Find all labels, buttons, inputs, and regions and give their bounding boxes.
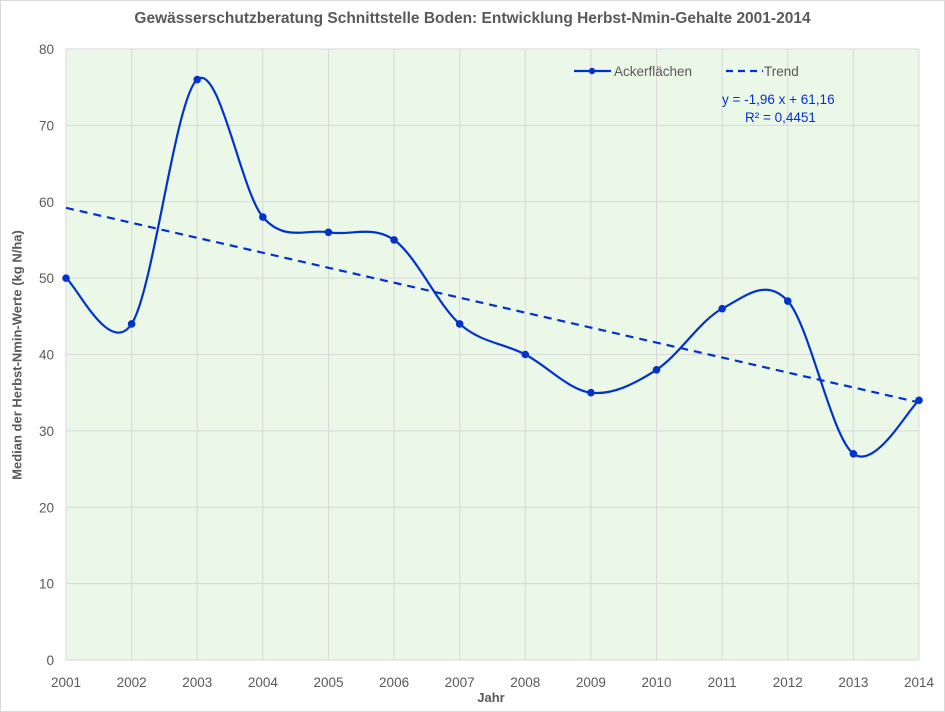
x-tick-label: 2004 bbox=[248, 675, 279, 690]
y-tick-label: 30 bbox=[39, 424, 54, 439]
x-tick-label: 2007 bbox=[445, 675, 475, 690]
data-point bbox=[259, 213, 267, 221]
trendline-r-squared: R² = 0,4451 bbox=[745, 110, 816, 125]
x-axis-label: Jahr bbox=[477, 690, 505, 705]
data-point bbox=[62, 274, 70, 282]
x-tick-label: 2001 bbox=[51, 675, 81, 690]
data-point bbox=[783, 297, 792, 305]
x-tick-label: 2002 bbox=[117, 675, 147, 690]
gridlines bbox=[65, 48, 920, 661]
x-tick-label: 2010 bbox=[642, 675, 672, 690]
y-axis-ticks: 0 10 20 30 40 50 60 70 80 bbox=[39, 42, 54, 668]
y-tick-label: 20 bbox=[39, 500, 54, 515]
y-tick-label: 50 bbox=[39, 271, 54, 286]
legend-series-label: Ackerflächen bbox=[614, 64, 692, 79]
x-tick-label: 2013 bbox=[838, 675, 868, 690]
legend-trend-label: Trend bbox=[764, 64, 799, 79]
series-markers bbox=[62, 75, 923, 458]
trendline bbox=[65, 206, 920, 404]
data-point bbox=[455, 320, 464, 328]
data-point bbox=[915, 396, 923, 405]
y-tick-label: 80 bbox=[39, 42, 54, 57]
x-tick-label: 2009 bbox=[576, 675, 606, 690]
data-point bbox=[521, 350, 530, 359]
y-tick-label: 40 bbox=[39, 348, 54, 363]
y-tick-label: 60 bbox=[39, 195, 54, 210]
data-point bbox=[718, 304, 726, 313]
trendline-equation: y = -1,96 x + 61,16 bbox=[722, 92, 835, 107]
x-tick-label: 2014 bbox=[904, 675, 935, 690]
y-tick-label: 70 bbox=[39, 118, 54, 133]
x-tick-label: 2012 bbox=[773, 675, 803, 690]
data-point bbox=[127, 320, 136, 328]
data-point bbox=[652, 365, 661, 374]
y-tick-label: 0 bbox=[46, 653, 54, 668]
legend-series-marker-icon bbox=[588, 67, 596, 75]
y-tick-label: 10 bbox=[39, 577, 54, 592]
data-point bbox=[390, 236, 398, 244]
data-point bbox=[193, 75, 202, 84]
data-point bbox=[587, 388, 595, 397]
legend: Ackerflächen Trend bbox=[574, 64, 799, 79]
x-tick-label: 2008 bbox=[510, 675, 540, 690]
x-tick-label: 2006 bbox=[379, 675, 409, 690]
x-tick-label: 2005 bbox=[313, 675, 343, 690]
x-tick-label: 2003 bbox=[182, 675, 212, 690]
data-point bbox=[324, 228, 333, 237]
data-point bbox=[849, 449, 858, 458]
x-tick-label: 2011 bbox=[708, 675, 737, 690]
chart-title: Gewässerschutzberatung Schnittstelle Bod… bbox=[134, 10, 811, 27]
x-axis-ticks: 2001 2002 2003 2004 2005 2006 2007 2008 2009 2010… bbox=[51, 675, 935, 690]
